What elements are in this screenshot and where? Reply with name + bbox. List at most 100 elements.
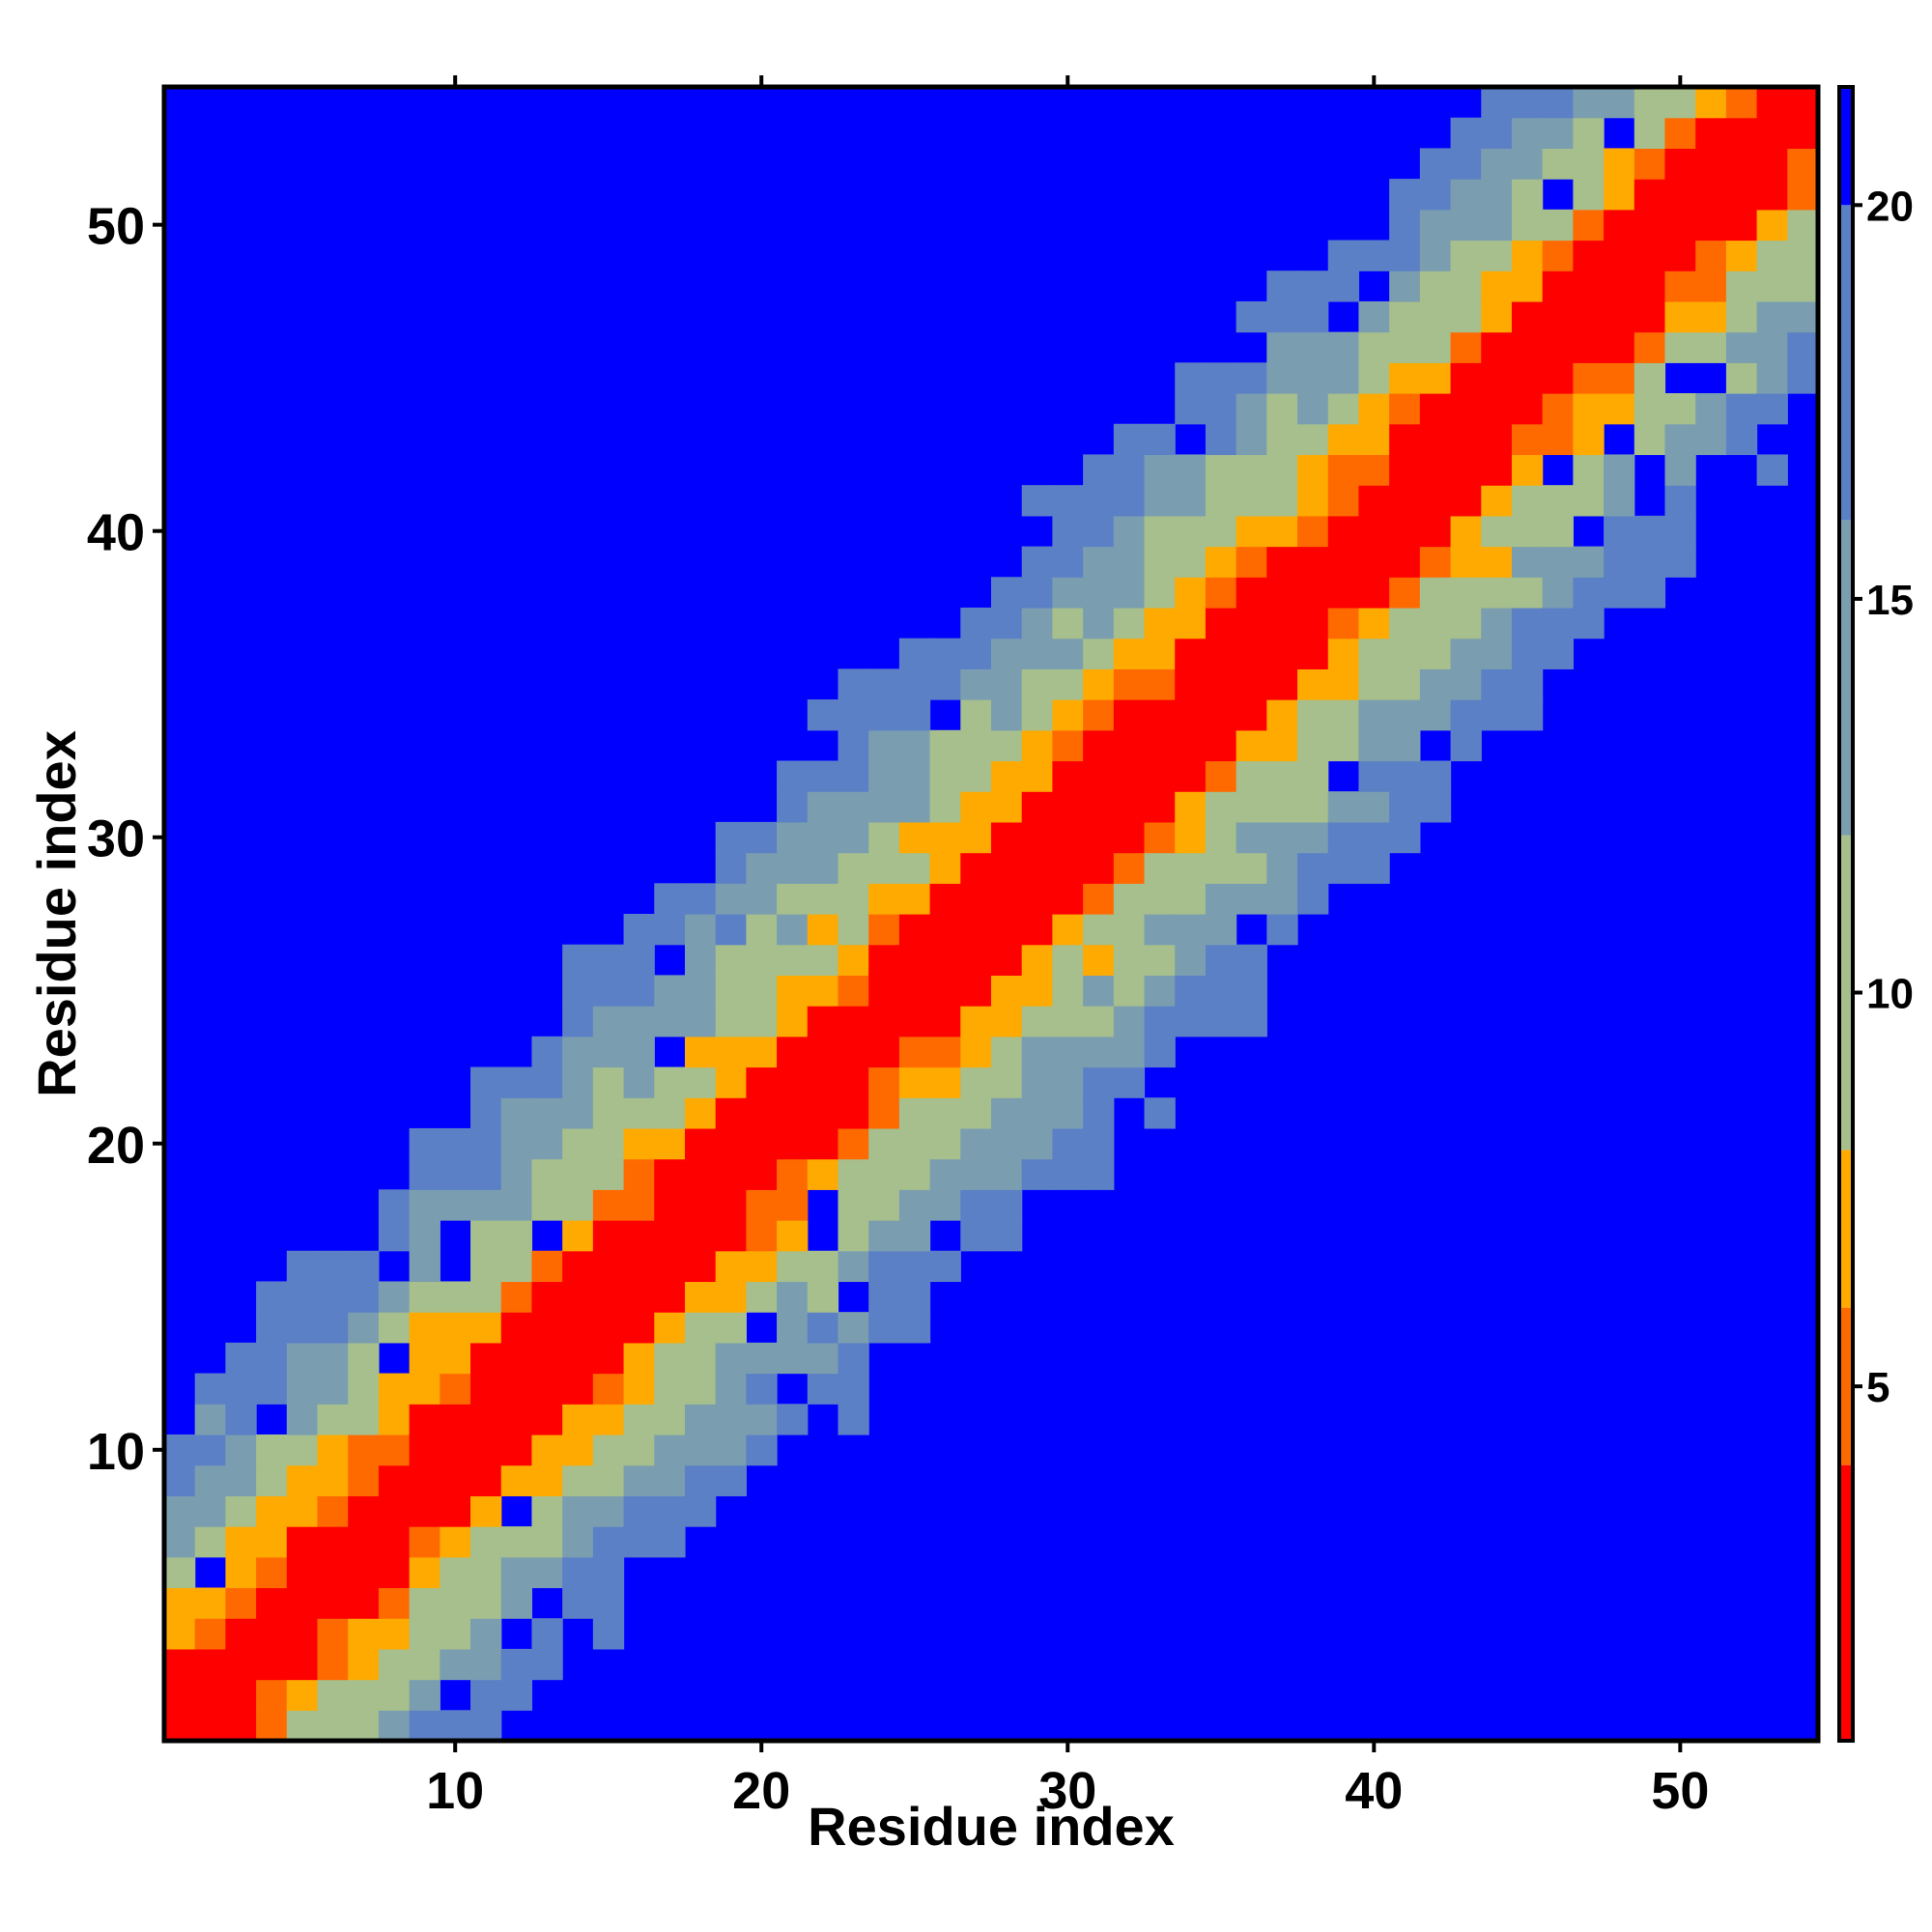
heatmap-cell — [378, 1648, 411, 1681]
heatmap-cell — [1021, 821, 1053, 854]
heatmap-cell — [562, 1556, 594, 1589]
heatmap-cell — [898, 1066, 931, 1098]
heatmap-cell — [991, 852, 1023, 884]
heatmap-cell — [1113, 1006, 1146, 1037]
heatmap-cell — [1725, 331, 1758, 363]
heatmap-cell — [838, 1066, 869, 1098]
heatmap-cell — [960, 791, 992, 823]
heatmap-cell — [838, 1158, 869, 1190]
heatmap-cell — [1419, 485, 1452, 517]
heatmap-cell — [746, 914, 778, 946]
heatmap-cell — [654, 1006, 686, 1037]
heatmap-cell — [409, 1158, 440, 1190]
heatmap-cell — [929, 1006, 961, 1037]
heatmap-cell — [960, 1127, 992, 1160]
heatmap-cell — [838, 883, 869, 915]
heatmap-cell — [623, 1066, 655, 1098]
heatmap-cell — [1450, 300, 1482, 333]
heatmap-cell — [960, 852, 992, 884]
heatmap-cell — [1144, 1097, 1176, 1129]
heatmap-cell — [378, 1220, 411, 1252]
heatmap-cell — [348, 1404, 380, 1435]
heatmap-cell — [1389, 331, 1421, 363]
heatmap-cell — [317, 1556, 349, 1589]
heatmap-cell — [1511, 179, 1544, 211]
heatmap-cell — [440, 1648, 471, 1681]
heatmap-cell — [500, 1587, 533, 1619]
heatmap-cell — [1358, 852, 1390, 884]
heatmap-cell — [1481, 485, 1513, 517]
heatmap-cell — [1756, 209, 1788, 242]
y-tick-label: 20 — [87, 1117, 145, 1175]
heatmap-cell — [440, 1373, 471, 1405]
heatmap-cell — [1083, 546, 1115, 578]
heatmap-cell — [1695, 270, 1727, 302]
heatmap-cell — [807, 1281, 839, 1313]
heatmap-cell — [623, 1006, 655, 1037]
heatmap-cell — [991, 1066, 1023, 1098]
heatmap-cell — [1664, 148, 1696, 180]
heatmap-cell — [286, 1495, 319, 1527]
heatmap-cell — [1358, 791, 1390, 823]
heatmap-cell — [592, 1220, 625, 1252]
heatmap-cell — [1389, 240, 1421, 271]
heatmap-cell — [440, 1189, 471, 1221]
heatmap-cell — [1604, 87, 1635, 119]
heatmap-cell — [838, 944, 869, 976]
heatmap-cell — [1083, 668, 1115, 700]
heatmap-cell — [715, 852, 747, 884]
heatmap-cell — [1052, 791, 1084, 823]
heatmap-cell — [1450, 362, 1482, 394]
heatmap-cell — [1481, 87, 1513, 119]
heatmap-cell — [1083, 699, 1115, 731]
heatmap-cell — [1419, 577, 1452, 609]
heatmap-cell — [1419, 668, 1452, 700]
heatmap-cell — [1236, 454, 1267, 486]
heatmap-cell — [470, 1464, 502, 1496]
heatmap-cell — [1327, 423, 1360, 456]
heatmap-cell — [1021, 1066, 1053, 1098]
heatmap-cell — [1450, 668, 1482, 700]
heatmap-cell — [898, 668, 931, 700]
heatmap-cell — [592, 1281, 625, 1313]
heatmap-cell — [1083, 729, 1115, 762]
heatmap-cell — [1083, 1036, 1115, 1068]
heatmap-cell — [194, 1679, 226, 1711]
heatmap-cell — [1083, 944, 1115, 976]
heatmap-cell — [531, 1250, 563, 1283]
heatmap-cell — [256, 1710, 288, 1742]
heatmap-cell — [777, 852, 809, 884]
heatmap-cell — [440, 1710, 471, 1742]
heatmap-cell — [500, 1250, 533, 1283]
heatmap-cell — [1205, 1006, 1237, 1037]
heatmap-cell — [1175, 577, 1207, 609]
heatmap-cell — [1358, 760, 1390, 792]
heatmap-cell — [1511, 148, 1544, 180]
heatmap-cell — [348, 1526, 380, 1558]
heatmap-cell — [1236, 485, 1267, 517]
heatmap-cell — [1450, 179, 1482, 211]
heatmap-cell — [562, 1158, 594, 1190]
heatmap-cell — [1419, 699, 1452, 731]
heatmap-cell — [1052, 638, 1084, 669]
heatmap-cell — [1358, 485, 1390, 517]
heatmap-cell — [378, 1404, 411, 1435]
heatmap-cell — [1236, 668, 1267, 700]
heatmap-cell — [838, 668, 869, 700]
heatmap-cell — [991, 821, 1023, 854]
heatmap-cell — [991, 1036, 1023, 1068]
heatmap-cell — [409, 1434, 440, 1466]
heatmap-cell — [1511, 393, 1544, 425]
heatmap-cell — [378, 1312, 411, 1344]
heatmap-cell — [1144, 729, 1176, 762]
heatmap-cell — [1664, 331, 1696, 363]
heatmap-cell — [1358, 668, 1390, 700]
heatmap-cell — [592, 975, 625, 1007]
heatmap-cell — [746, 821, 778, 854]
x-axis-title: Residue index — [808, 1796, 1175, 1857]
heatmap-cell — [715, 1127, 747, 1160]
heatmap-cell — [1634, 300, 1666, 333]
heatmap-cell — [1113, 485, 1146, 517]
heatmap-cell — [960, 1006, 992, 1037]
heatmap-cell — [777, 914, 809, 946]
